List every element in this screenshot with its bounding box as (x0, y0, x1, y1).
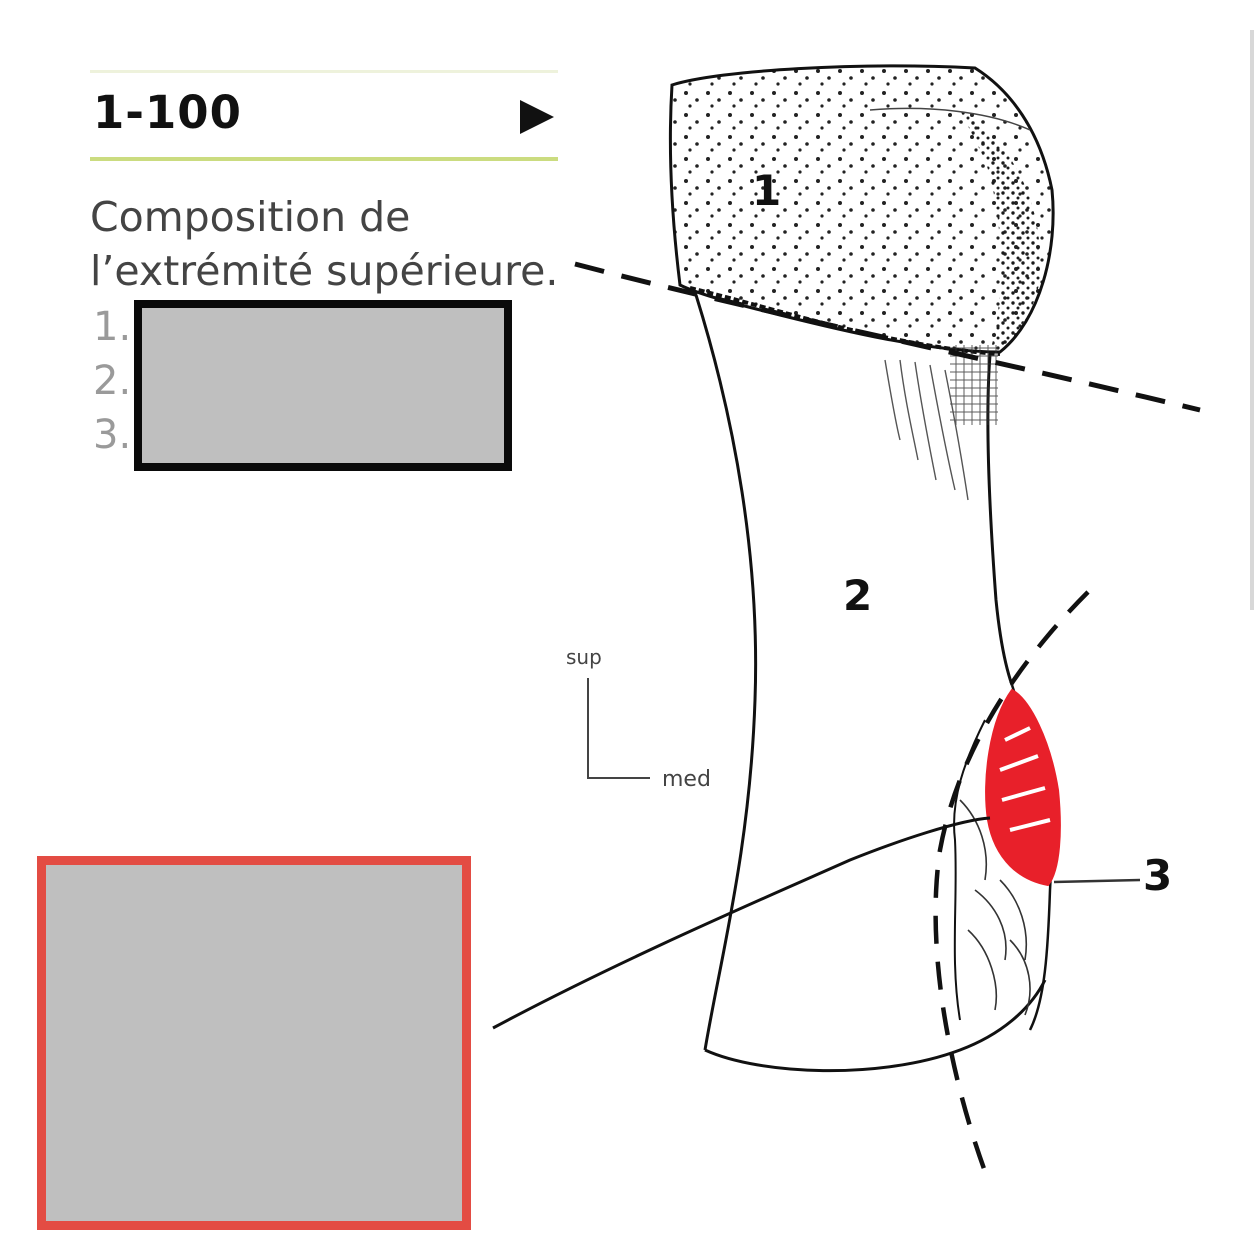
legend-number-list: 1. 2. 3. (93, 300, 131, 462)
legend-redaction-box (134, 300, 512, 471)
caption-line-1: Composition de (90, 193, 411, 241)
part-label-3: 3 (1143, 851, 1172, 900)
header-top-rule (90, 70, 558, 73)
answer-redaction-box (37, 856, 471, 1230)
orientation-sup-label: sup (566, 645, 602, 669)
orientation-med-label: med (662, 767, 711, 792)
right-edge-bar (1250, 30, 1254, 610)
legend-number-3: 3. (93, 412, 132, 458)
lower-cut-line (933, 590, 1090, 1186)
part-label-1: 1 (752, 166, 781, 215)
bone-shaft (694, 294, 1047, 1073)
caption-line-2: l’extrémité supérieure. (90, 247, 559, 295)
legend-number-2: 2. (93, 358, 132, 404)
play-arrow-icon (520, 100, 554, 134)
part-label-2: 2 (843, 571, 872, 620)
orientation-marker: sup med (566, 645, 711, 792)
answer-pointer-line (492, 816, 991, 1030)
label3-leader-line (1053, 878, 1141, 884)
lower-region (953, 684, 1061, 1031)
header-accent-rule (90, 157, 558, 161)
upper-extremity-block (668, 64, 1055, 356)
legend-number-1: 1. (93, 304, 132, 350)
figure-number: 1-100 (93, 86, 242, 139)
figure-caption: Composition de l’extrémité supérieure. (90, 190, 570, 298)
upper-cut-line (574, 261, 1201, 413)
